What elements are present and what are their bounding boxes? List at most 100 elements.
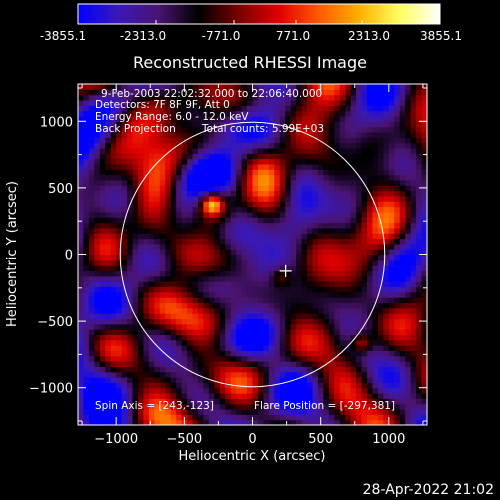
heatmap-cell	[323, 179, 330, 186]
heatmap-cell	[236, 382, 243, 389]
heatmap-cell	[301, 121, 308, 128]
heatmap-cell	[78, 281, 85, 288]
heatmap-cell	[350, 158, 357, 165]
heatmap-cell	[274, 126, 281, 133]
heatmap-cell	[339, 318, 346, 325]
heatmap-cell	[345, 137, 352, 144]
heatmap-cell	[383, 275, 390, 282]
heatmap-cell	[132, 89, 139, 96]
heatmap-cell	[339, 105, 346, 112]
heatmap-cell	[416, 361, 423, 367]
heatmap-cell	[383, 147, 390, 154]
heatmap-cell	[416, 355, 423, 362]
heatmap-cell	[99, 307, 106, 314]
heatmap-cell	[78, 105, 85, 112]
heatmap-cell	[236, 254, 243, 261]
heatmap-cell	[263, 318, 270, 325]
heatmap-cell	[307, 302, 314, 309]
heatmap-cell	[94, 238, 101, 245]
heatmap-cell	[350, 302, 357, 309]
heatmap-cell	[187, 105, 194, 112]
heatmap-cell	[285, 217, 292, 224]
heatmap-cell	[94, 371, 101, 378]
heatmap-cell	[405, 270, 412, 277]
heatmap-cell	[247, 121, 254, 128]
heatmap-cell	[105, 270, 112, 277]
heatmap-cell	[323, 147, 330, 154]
heatmap-cell	[421, 350, 427, 357]
heatmap-cell	[317, 131, 324, 138]
heatmap-cell	[361, 185, 368, 192]
heatmap-cell	[110, 361, 117, 367]
heatmap-cell	[230, 206, 237, 213]
heatmap-cell	[361, 94, 368, 101]
heatmap-cell	[323, 318, 330, 325]
heatmap-cell	[105, 137, 112, 144]
heatmap-cell	[296, 291, 303, 298]
heatmap-cell	[247, 307, 254, 314]
heatmap-cell	[121, 350, 128, 357]
heatmap-cell	[208, 419, 215, 425]
heatmap-cell	[241, 190, 248, 197]
heatmap-cell	[165, 275, 172, 282]
heatmap-cell	[257, 243, 264, 250]
heatmap-cell	[208, 409, 215, 415]
heatmap-cell	[116, 254, 123, 261]
heatmap-cell	[323, 115, 330, 122]
heatmap-cell	[214, 115, 221, 122]
heatmap-cell	[197, 190, 205, 197]
heatmap-cell	[143, 302, 150, 309]
heatmap-cell	[208, 334, 215, 341]
heatmap-cell	[214, 158, 221, 165]
heatmap-cell	[421, 361, 427, 367]
heatmap-cell	[99, 174, 106, 181]
heatmap-cell	[137, 297, 145, 304]
heatmap-cell	[356, 131, 363, 138]
heatmap-cell	[197, 185, 205, 192]
heatmap-cell	[399, 302, 406, 309]
heatmap-cell	[252, 142, 259, 149]
heatmap-cell	[405, 126, 412, 133]
heatmap-cell	[345, 355, 352, 362]
heatmap-cell	[170, 334, 177, 341]
heatmap-cell	[301, 355, 308, 362]
heatmap-cell	[241, 233, 248, 240]
heatmap-cell	[252, 419, 259, 425]
heatmap-cell	[350, 297, 357, 304]
heatmap-cell	[356, 350, 363, 357]
heatmap-cell	[132, 238, 139, 245]
heatmap-cell	[203, 227, 210, 234]
heatmap-cell	[99, 206, 106, 213]
heatmap-cell	[394, 89, 401, 96]
heatmap-cell	[252, 329, 259, 336]
heatmap-cell	[388, 382, 395, 389]
heatmap-cell	[383, 297, 390, 304]
heatmap-cell	[219, 350, 226, 357]
heatmap-cell	[143, 243, 150, 250]
heatmap-cell	[181, 137, 188, 144]
heatmap-cell	[350, 355, 357, 362]
heatmap-cell	[208, 249, 215, 256]
heatmap-cell	[339, 190, 346, 197]
heatmap-cell	[296, 169, 303, 176]
heatmap-cell	[339, 350, 346, 357]
heatmap-cell	[99, 115, 106, 122]
heatmap-cell	[94, 121, 101, 128]
heatmap-cell	[154, 382, 161, 389]
heatmap-cell	[312, 94, 319, 101]
heatmap-cell	[285, 318, 292, 325]
heatmap-cell	[154, 366, 161, 373]
heatmap-cell	[312, 190, 319, 197]
heatmap-cell	[394, 195, 401, 202]
heatmap-cell	[88, 115, 95, 122]
heatmap-cell	[383, 387, 390, 394]
heatmap-cell	[159, 334, 166, 341]
heatmap-cell	[399, 137, 406, 144]
heatmap-cell	[383, 131, 390, 138]
heatmap-cell	[421, 307, 427, 314]
heatmap-cell	[399, 94, 406, 101]
heatmap-cell	[165, 99, 172, 106]
heatmap-cell	[236, 398, 243, 405]
heatmap-cell	[421, 371, 427, 378]
heatmap-cell	[274, 142, 281, 149]
